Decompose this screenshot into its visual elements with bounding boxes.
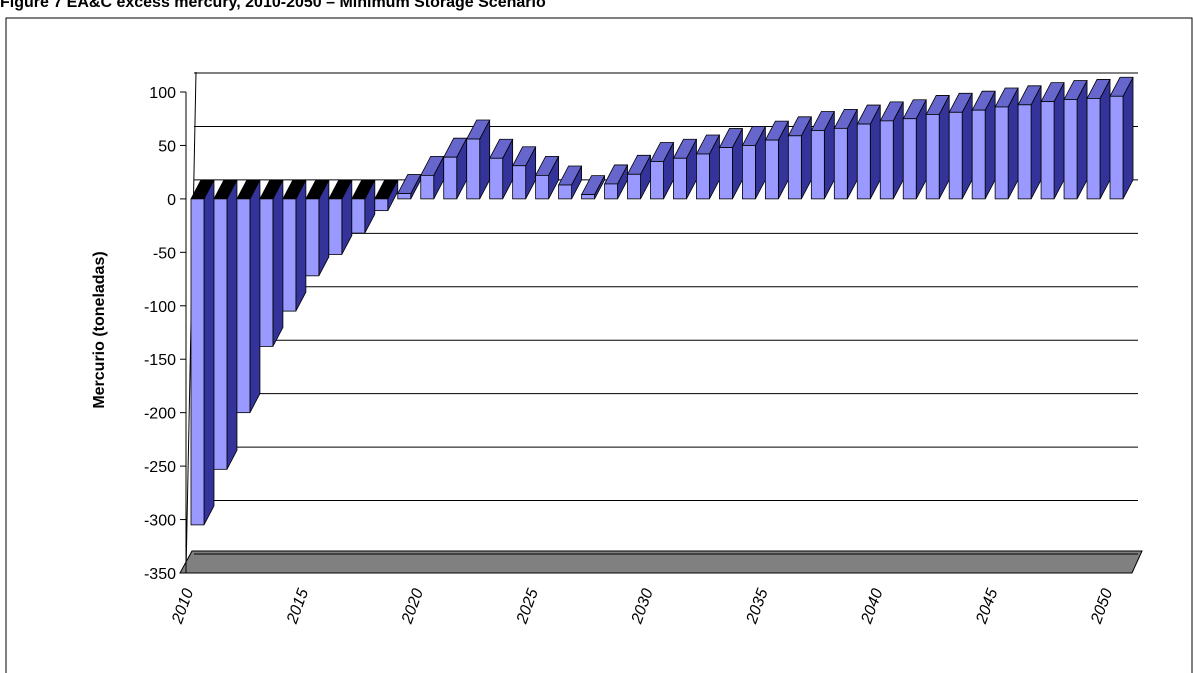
bar bbox=[994, 106, 1009, 200]
bar bbox=[305, 198, 320, 277]
frame bbox=[5, 17, 1193, 673]
bar-side bbox=[249, 179, 261, 413]
y-tick-label: -50 bbox=[153, 245, 176, 262]
bar-side bbox=[1053, 82, 1065, 200]
bar-side bbox=[226, 179, 238, 470]
bar bbox=[374, 198, 389, 212]
bar bbox=[719, 147, 733, 200]
floor bbox=[179, 550, 1143, 574]
bar bbox=[328, 198, 343, 255]
x-tick-label: 2020 bbox=[399, 586, 428, 626]
bar bbox=[627, 173, 641, 200]
bar bbox=[420, 174, 435, 200]
y-tick-label: -250 bbox=[144, 459, 176, 476]
y-tick-label: -300 bbox=[144, 513, 176, 530]
bar-side bbox=[295, 179, 307, 312]
bar bbox=[833, 127, 848, 200]
bar bbox=[443, 156, 458, 200]
y-tick-label: 0 bbox=[167, 192, 176, 209]
bar-side bbox=[272, 179, 284, 347]
y-tick-label: 50 bbox=[158, 138, 176, 155]
x-tick-label: 2015 bbox=[284, 586, 313, 626]
bar bbox=[971, 109, 986, 200]
x-tick-label: 2025 bbox=[513, 586, 542, 626]
bar-side bbox=[1076, 80, 1088, 200]
bar bbox=[696, 153, 710, 200]
y-tick-label: -150 bbox=[144, 352, 176, 369]
bar bbox=[236, 198, 251, 414]
bar bbox=[489, 157, 504, 200]
y-tick-label: -100 bbox=[144, 299, 176, 316]
bar bbox=[879, 120, 894, 200]
bar bbox=[558, 184, 572, 200]
bar bbox=[856, 123, 871, 200]
bar-side bbox=[1122, 77, 1134, 200]
y-axis-label: Mercurio (toneladas) bbox=[91, 251, 108, 408]
y-tick-label: -350 bbox=[144, 566, 176, 583]
bar bbox=[1086, 98, 1101, 200]
bar bbox=[397, 193, 412, 200]
bar bbox=[742, 145, 756, 200]
bar bbox=[1017, 104, 1032, 200]
bar bbox=[673, 157, 687, 200]
chart-title: Figure 7 EA&C excess mercury, 2010-2050 … bbox=[0, 0, 546, 11]
x-tick-label: 2045 bbox=[973, 586, 1002, 626]
x-tick-label: 2050 bbox=[1088, 586, 1117, 626]
bar bbox=[259, 198, 274, 347]
bar bbox=[190, 198, 205, 526]
bar bbox=[1063, 99, 1078, 200]
x-tick-label: 2035 bbox=[743, 586, 772, 626]
x-tick-label: 2010 bbox=[169, 586, 198, 626]
y-tick-label: 100 bbox=[149, 85, 176, 102]
y-tick-label: -200 bbox=[144, 406, 176, 423]
x-tick-label: 2040 bbox=[858, 586, 887, 626]
bar bbox=[948, 111, 963, 200]
bar-side bbox=[203, 179, 215, 526]
bar bbox=[810, 130, 825, 200]
bar bbox=[466, 138, 481, 200]
bar bbox=[902, 118, 917, 200]
bar bbox=[512, 165, 527, 200]
x-tick-label: 2030 bbox=[628, 586, 657, 626]
bar bbox=[604, 183, 618, 200]
bar bbox=[925, 114, 940, 200]
bar-side bbox=[1099, 79, 1111, 200]
bar bbox=[282, 198, 297, 312]
bar bbox=[650, 161, 664, 200]
bar bbox=[764, 139, 779, 200]
bar bbox=[535, 174, 550, 200]
bar bbox=[787, 135, 802, 200]
bar bbox=[1109, 95, 1124, 200]
bar bbox=[1040, 101, 1055, 200]
bar bbox=[351, 198, 366, 234]
bar bbox=[581, 194, 595, 200]
bar bbox=[213, 198, 228, 470]
